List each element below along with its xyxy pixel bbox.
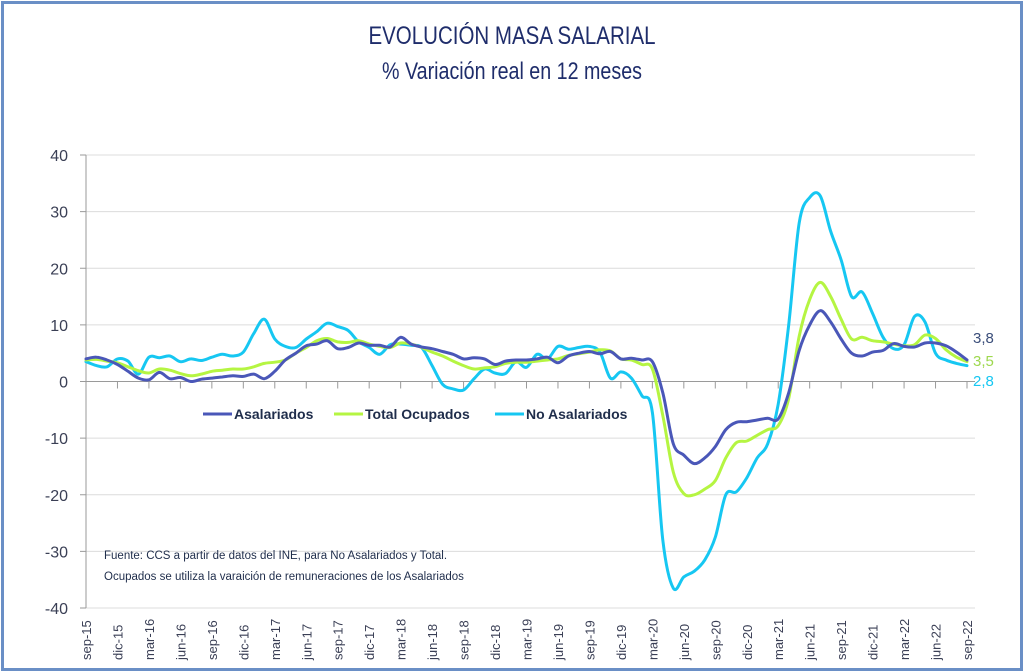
y-tick-label: 20 bbox=[50, 261, 68, 278]
legend-label: Total Ocupados bbox=[365, 406, 470, 422]
x-tick-label: dic-19 bbox=[614, 625, 629, 660]
x-tick-label: sep-20 bbox=[708, 620, 723, 660]
x-tick-label: sep-18 bbox=[457, 620, 472, 660]
chart-subtitle: % Variación real en 12 meses bbox=[382, 58, 642, 85]
series-lines bbox=[84, 191, 969, 592]
source-note: Fuente: CCS a partir de datos del INE, p… bbox=[104, 550, 464, 583]
x-tick-label: mar-18 bbox=[394, 619, 409, 660]
x-tick-label: dic-20 bbox=[740, 625, 755, 660]
y-tick-label: -10 bbox=[45, 431, 68, 448]
y-tick-label: 0 bbox=[59, 375, 68, 392]
x-tick-label: sep-16 bbox=[205, 620, 220, 660]
series-line-no-asalariados bbox=[84, 191, 969, 592]
x-tick-label: mar-19 bbox=[520, 619, 535, 660]
x-tick-label: sep-17 bbox=[331, 620, 346, 660]
y-tick-label: -30 bbox=[45, 544, 68, 561]
legend-item-total-ocupados: Total Ocupados bbox=[334, 406, 470, 422]
x-tick-label: jun-17 bbox=[299, 624, 314, 661]
x-tick-label: jun-16 bbox=[173, 624, 188, 661]
series-line-asalariados bbox=[84, 309, 969, 466]
y-tick-label: 10 bbox=[50, 318, 68, 335]
source-line: Fuente: CCS a partir de datos del INE, p… bbox=[104, 550, 447, 562]
chart-title: EVOLUCIÓN MASA SALARIAL bbox=[368, 22, 656, 50]
x-axis: sep-15 dic-15 mar-16 jun-16 sep-16 dic-16 mar-… bbox=[79, 381, 975, 661]
end-value-label: 3,8 bbox=[973, 330, 994, 347]
source-line: Ocupados se utiliza la varaición de remu… bbox=[104, 571, 464, 583]
x-tick-label: mar-22 bbox=[897, 619, 912, 660]
x-tick-label: dic-15 bbox=[110, 625, 125, 660]
x-tick-label: sep-15 bbox=[79, 620, 94, 660]
x-tick-label: mar-17 bbox=[268, 619, 283, 660]
x-tick-label: mar-21 bbox=[771, 619, 786, 660]
legend-item-asalariados: Asalariados bbox=[203, 406, 314, 422]
x-tick-label: sep-19 bbox=[582, 620, 597, 660]
legend: Asalariados Total Ocupados No Asalariados bbox=[203, 406, 628, 422]
x-tick-label: mar-20 bbox=[645, 619, 660, 660]
y-tick-label: -20 bbox=[45, 488, 68, 505]
x-tick-label: jun-18 bbox=[425, 624, 440, 661]
y-axis: 40 30 20 10 0 -10 -20 -30 -40 bbox=[45, 148, 87, 618]
x-tick-label: mar-16 bbox=[142, 619, 157, 660]
x-tick-label: dic-21 bbox=[866, 625, 881, 660]
legend-label: No Asalariados bbox=[526, 406, 628, 422]
end-value-label: 2,8 bbox=[973, 373, 994, 390]
gridlines bbox=[86, 154, 975, 609]
legend-label: Asalariados bbox=[234, 406, 314, 422]
x-tick-label: jun-20 bbox=[677, 624, 692, 661]
x-tick-label: jun-21 bbox=[803, 624, 818, 661]
end-labels: 3,8 3,5 2,8 bbox=[973, 330, 994, 390]
series-line-total-ocupados bbox=[84, 280, 969, 498]
x-tick-label: dic-18 bbox=[488, 625, 503, 660]
end-value-label: 3,5 bbox=[973, 353, 994, 370]
y-tick-label: 30 bbox=[50, 205, 68, 222]
legend-item-no-asalariados: No Asalariados bbox=[495, 406, 628, 422]
x-tick-label: sep-22 bbox=[960, 620, 975, 660]
y-tick-label: -40 bbox=[45, 601, 68, 618]
x-tick-label: sep-21 bbox=[834, 620, 849, 660]
y-tick-label: 40 bbox=[50, 148, 68, 165]
x-tick-label: jun-19 bbox=[551, 624, 566, 661]
x-tick-label: dic-16 bbox=[236, 625, 251, 660]
x-tick-label: dic-17 bbox=[362, 625, 377, 660]
x-tick-label: jun-22 bbox=[929, 624, 944, 661]
